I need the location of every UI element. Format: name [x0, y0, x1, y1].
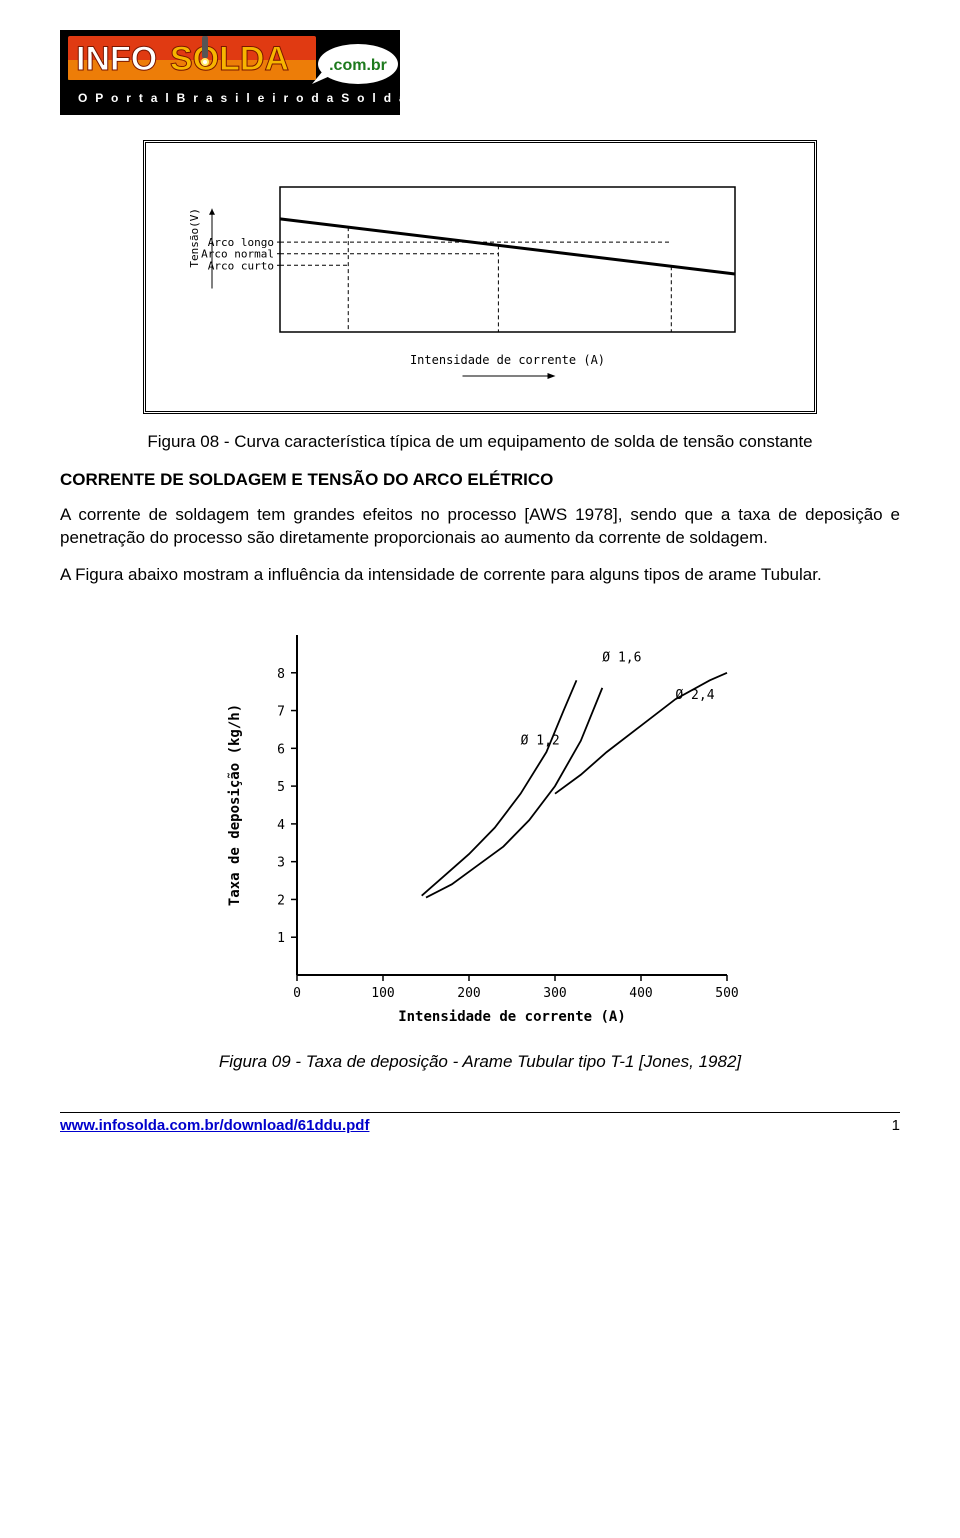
paragraph-1: A corrente de soldagem tem grandes efeit… — [60, 504, 900, 550]
figure-09-caption: Figura 09 - Taxa de deposição - Arame Tu… — [60, 1052, 900, 1072]
svg-text:Tensão(V): Tensão(V) — [188, 208, 201, 268]
figure-08-chart: Tensão(V) Intensidade de corrente (A) Arco… — [160, 157, 760, 392]
logo-svg: INFO SOLDA .com.br O P o r t a l B r a s… — [60, 30, 400, 115]
svg-text:SOLDA: SOLDA — [170, 40, 289, 78]
svg-text:Intensidade de corrente (A): Intensidade de corrente (A) — [398, 1009, 626, 1025]
section-title: CORRENTE DE SOLDAGEM E TENSÃO DO ARCO EL… — [60, 470, 900, 490]
svg-text:3: 3 — [277, 855, 285, 870]
svg-text:2: 2 — [277, 893, 285, 908]
svg-text:6: 6 — [277, 742, 285, 757]
figure-08-caption: Figura 08 - Curva característica típica … — [60, 432, 900, 452]
svg-text:400: 400 — [629, 986, 652, 1001]
svg-text:7: 7 — [277, 704, 285, 719]
logo-tagline: O P o r t a l B r a s i l e i r o d a S … — [78, 91, 400, 105]
svg-text:500: 500 — [715, 986, 738, 1001]
svg-text:Intensidade de corrente (A): Intensidade de corrente (A) — [410, 353, 605, 367]
svg-text:INFO: INFO — [76, 40, 157, 78]
svg-text:5: 5 — [277, 780, 285, 795]
footer-url[interactable]: www.infosolda.com.br/download/61ddu.pdf — [60, 1117, 369, 1134]
svg-text:8: 8 — [277, 667, 285, 682]
infosolda-logo: INFO SOLDA .com.br O P o r t a l B r a s… — [60, 30, 900, 120]
svg-text:Ø 2,4: Ø 2,4 — [675, 688, 714, 703]
svg-text:Arco curto: Arco curto — [208, 259, 274, 272]
svg-text:4: 4 — [277, 818, 285, 833]
svg-text:Ø 1,2: Ø 1,2 — [521, 733, 560, 748]
svg-text:300: 300 — [543, 986, 566, 1001]
svg-text:200: 200 — [457, 986, 480, 1001]
svg-text:Taxa de deposição (kg/h): Taxa de deposição (kg/h) — [227, 704, 243, 906]
svg-text:.com.br: .com.br — [329, 57, 387, 74]
figure-09-box: 0 100 200 300 400 500 1 2 3 4 5 6 7 8 Intensidade de c… — [215, 605, 745, 1040]
svg-text:0: 0 — [293, 986, 301, 1001]
paragraph-2: A Figura abaixo mostram a influência da … — [60, 564, 900, 587]
figure-09-chart: 0 100 200 300 400 500 1 2 3 4 5 6 7 8 Intensidade de c… — [215, 605, 745, 1035]
page-footer: www.infosolda.com.br/download/61ddu.pdf … — [60, 1112, 900, 1134]
svg-text:Ø 1,6: Ø 1,6 — [602, 650, 641, 665]
page-number: 1 — [892, 1117, 900, 1134]
figure-08-box: Tensão(V) Intensidade de corrente (A) Arco… — [143, 140, 817, 414]
svg-text:100: 100 — [371, 986, 394, 1001]
svg-text:1: 1 — [277, 931, 285, 946]
